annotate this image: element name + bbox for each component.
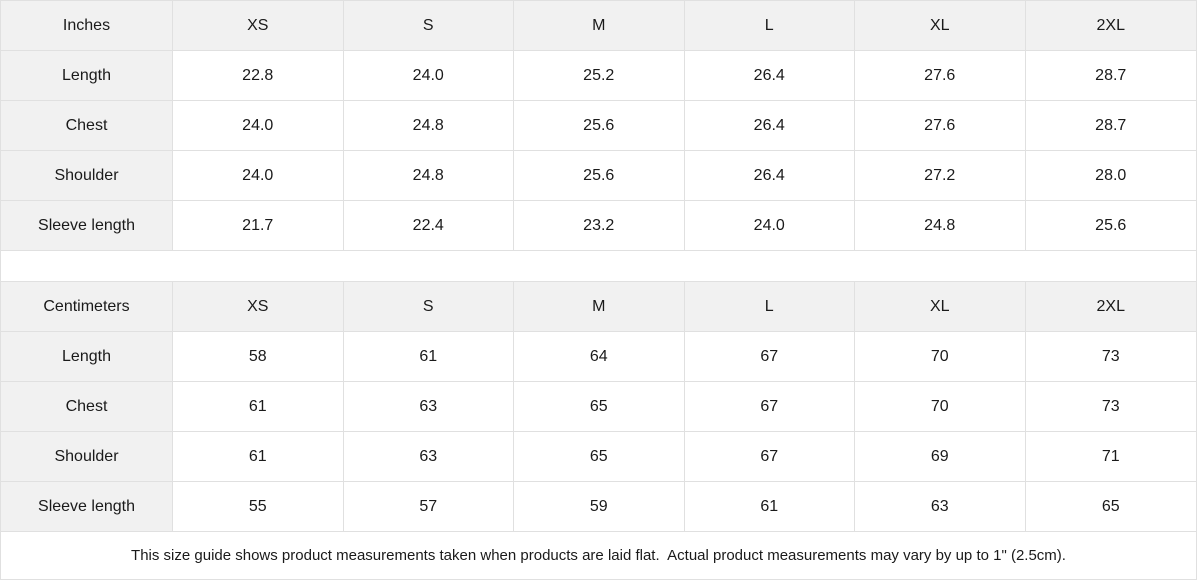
value-cell: 25.6: [1025, 201, 1196, 250]
measurement-row: Chest 24.0 24.8 25.6 26.4 27.6 28.7: [1, 101, 1196, 151]
measurement-row: Sleeve length 55 57 59 61 63 65: [1, 482, 1196, 532]
value-cell: 55: [173, 482, 344, 531]
size-header-cell: XL: [855, 1, 1026, 50]
value-cell: 24.8: [855, 201, 1026, 250]
size-header-cell: 2XL: [1025, 1, 1196, 50]
unit-header-cell: Inches: [1, 1, 173, 50]
size-header-cell: M: [514, 1, 685, 50]
inches-table: Inches XS S M L XL 2XL Length 22.8 24.0 25.2 26.4 27…: [1, 1, 1196, 251]
value-cell: 23.2: [514, 201, 685, 250]
value-cell: 24.0: [343, 51, 514, 100]
size-table-header-row: Centimeters XS S M L XL 2XL: [1, 282, 1196, 332]
value-cell: 70: [855, 382, 1026, 431]
measurement-row: Shoulder 24.0 24.8 25.6 26.4 27.2 28.0: [1, 151, 1196, 201]
size-header-cell: L: [684, 282, 855, 331]
value-cell: 58: [173, 332, 344, 381]
value-cell: 57: [343, 482, 514, 531]
value-cell: 28.7: [1025, 51, 1196, 100]
value-cell: 70: [855, 332, 1026, 381]
size-header-cell: XL: [855, 282, 1026, 331]
size-header-cell: 2XL: [1025, 282, 1196, 331]
measurement-row: Shoulder 61 63 65 67 69 71: [1, 432, 1196, 482]
row-label-cell: Length: [1, 332, 173, 381]
value-cell: 27.6: [855, 51, 1026, 100]
value-cell: 28.0: [1025, 151, 1196, 200]
value-cell: 63: [343, 432, 514, 481]
value-cell: 67: [684, 432, 855, 481]
value-cell: 61: [684, 482, 855, 531]
size-header-cell: S: [343, 1, 514, 50]
measurement-row: Length 58 61 64 67 70 73: [1, 332, 1196, 382]
size-guide-note: This size guide shows product measuremen…: [1, 532, 1196, 579]
size-header-cell: XS: [173, 282, 344, 331]
value-cell: 26.4: [684, 101, 855, 150]
size-header-cell: XS: [173, 1, 344, 50]
value-cell: 27.6: [855, 101, 1026, 150]
value-cell: 24.8: [343, 101, 514, 150]
row-label-cell: Sleeve length: [1, 201, 173, 250]
value-cell: 67: [684, 332, 855, 381]
row-label-cell: Chest: [1, 101, 173, 150]
row-label-cell: Length: [1, 51, 173, 100]
value-cell: 27.2: [855, 151, 1026, 200]
value-cell: 65: [1025, 482, 1196, 531]
value-cell: 26.4: [684, 51, 855, 100]
value-cell: 61: [173, 382, 344, 431]
value-cell: 63: [343, 382, 514, 431]
row-label-cell: Sleeve length: [1, 482, 173, 531]
centimeters-table: Centimeters XS S M L XL 2XL Length 58 61 64 67 70 73 C…: [1, 282, 1196, 532]
value-cell: 25.2: [514, 51, 685, 100]
value-cell: 21.7: [173, 201, 344, 250]
value-cell: 22.4: [343, 201, 514, 250]
value-cell: 59: [514, 482, 685, 531]
value-cell: 71: [1025, 432, 1196, 481]
size-header-cell: M: [514, 282, 685, 331]
value-cell: 25.6: [514, 101, 685, 150]
measurement-row: Sleeve length 21.7 22.4 23.2 24.0 24.8 25.6: [1, 201, 1196, 251]
row-label-cell: Chest: [1, 382, 173, 431]
value-cell: 64: [514, 332, 685, 381]
value-cell: 65: [514, 382, 685, 431]
row-label-cell: Shoulder: [1, 151, 173, 200]
size-header-cell: S: [343, 282, 514, 331]
value-cell: 61: [173, 432, 344, 481]
value-cell: 73: [1025, 332, 1196, 381]
value-cell: 26.4: [684, 151, 855, 200]
size-table-header-row: Inches XS S M L XL 2XL: [1, 1, 1196, 51]
table-spacer: [1, 251, 1196, 282]
value-cell: 24.0: [173, 151, 344, 200]
value-cell: 69: [855, 432, 1026, 481]
value-cell: 28.7: [1025, 101, 1196, 150]
value-cell: 65: [514, 432, 685, 481]
value-cell: 24.8: [343, 151, 514, 200]
value-cell: 61: [343, 332, 514, 381]
row-label-cell: Shoulder: [1, 432, 173, 481]
value-cell: 25.6: [514, 151, 685, 200]
value-cell: 24.0: [684, 201, 855, 250]
value-cell: 63: [855, 482, 1026, 531]
value-cell: 22.8: [173, 51, 344, 100]
measurement-row: Length 22.8 24.0 25.2 26.4 27.6 28.7: [1, 51, 1196, 101]
value-cell: 73: [1025, 382, 1196, 431]
unit-header-cell: Centimeters: [1, 282, 173, 331]
value-cell: 24.0: [173, 101, 344, 150]
measurement-row: Chest 61 63 65 67 70 73: [1, 382, 1196, 432]
value-cell: 67: [684, 382, 855, 431]
size-header-cell: L: [684, 1, 855, 50]
